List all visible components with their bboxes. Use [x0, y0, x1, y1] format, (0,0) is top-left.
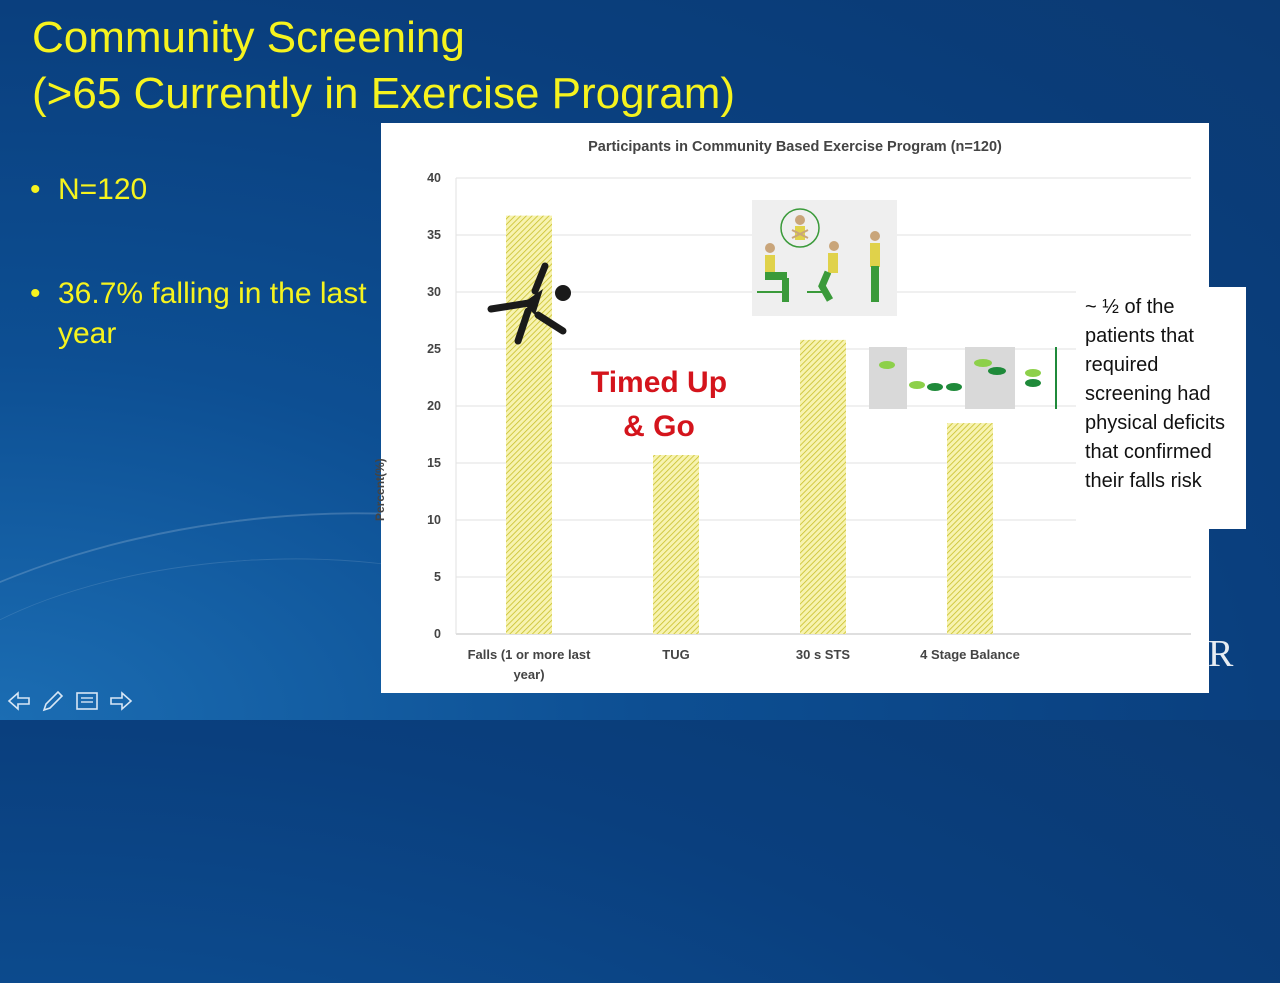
falls-risk-note: ~ ½ of the patients that required screen…: [1076, 287, 1246, 529]
title-line-2: (>65 Currently in Exercise Program): [32, 69, 736, 118]
bar-0: [506, 215, 552, 634]
bullet-list: N=120 36.7% falling in the last year: [30, 170, 388, 354]
balance-feet-icon: [869, 345, 1059, 411]
forward-arrow-icon[interactable]: [108, 688, 134, 714]
sit-to-stand-figure-icon: [752, 200, 897, 316]
y-tick-label: 25: [427, 342, 441, 356]
logo-fragment: R: [1208, 633, 1234, 675]
timed-up-and-go-label: Timed Up & Go: [590, 366, 728, 443]
bar-2: [800, 339, 846, 634]
slide-navigation: [6, 688, 134, 714]
y-tick-label: 20: [427, 399, 441, 413]
x-category-label: Falls (1 or more last year): [467, 647, 591, 682]
notes-icon[interactable]: [74, 688, 100, 714]
back-arrow-icon[interactable]: [6, 688, 32, 714]
y-tick-label: 40: [427, 171, 441, 185]
title-line-1: Community Screening: [32, 13, 465, 62]
bar-chart: Participants in Community Based Exercise…: [373, 123, 1209, 693]
x-category-label: TUG: [662, 647, 690, 662]
chart-title: Participants in Community Based Exercise…: [588, 139, 1002, 155]
bullet-falling: 36.7% falling in the last year: [30, 274, 388, 354]
y-tick-label: 30: [427, 285, 441, 299]
y-tick-label: 5: [434, 570, 441, 584]
pen-icon[interactable]: [40, 688, 66, 714]
slide-title: Community Screening (>65 Currently in Ex…: [32, 10, 735, 122]
bar-3: [947, 423, 993, 634]
falling-person-icon: [487, 262, 571, 345]
y-tick-label: 15: [427, 456, 441, 470]
x-category-label: 4 Stage Balance: [920, 647, 1020, 662]
y-tick-label: 0: [434, 627, 441, 641]
bullet-n: N=120: [30, 170, 388, 210]
y-tick-label: 35: [427, 228, 441, 242]
x-category-label: 30 s STS: [795, 647, 851, 662]
bar-1: [653, 455, 699, 634]
y-tick-label: 10: [427, 513, 441, 527]
